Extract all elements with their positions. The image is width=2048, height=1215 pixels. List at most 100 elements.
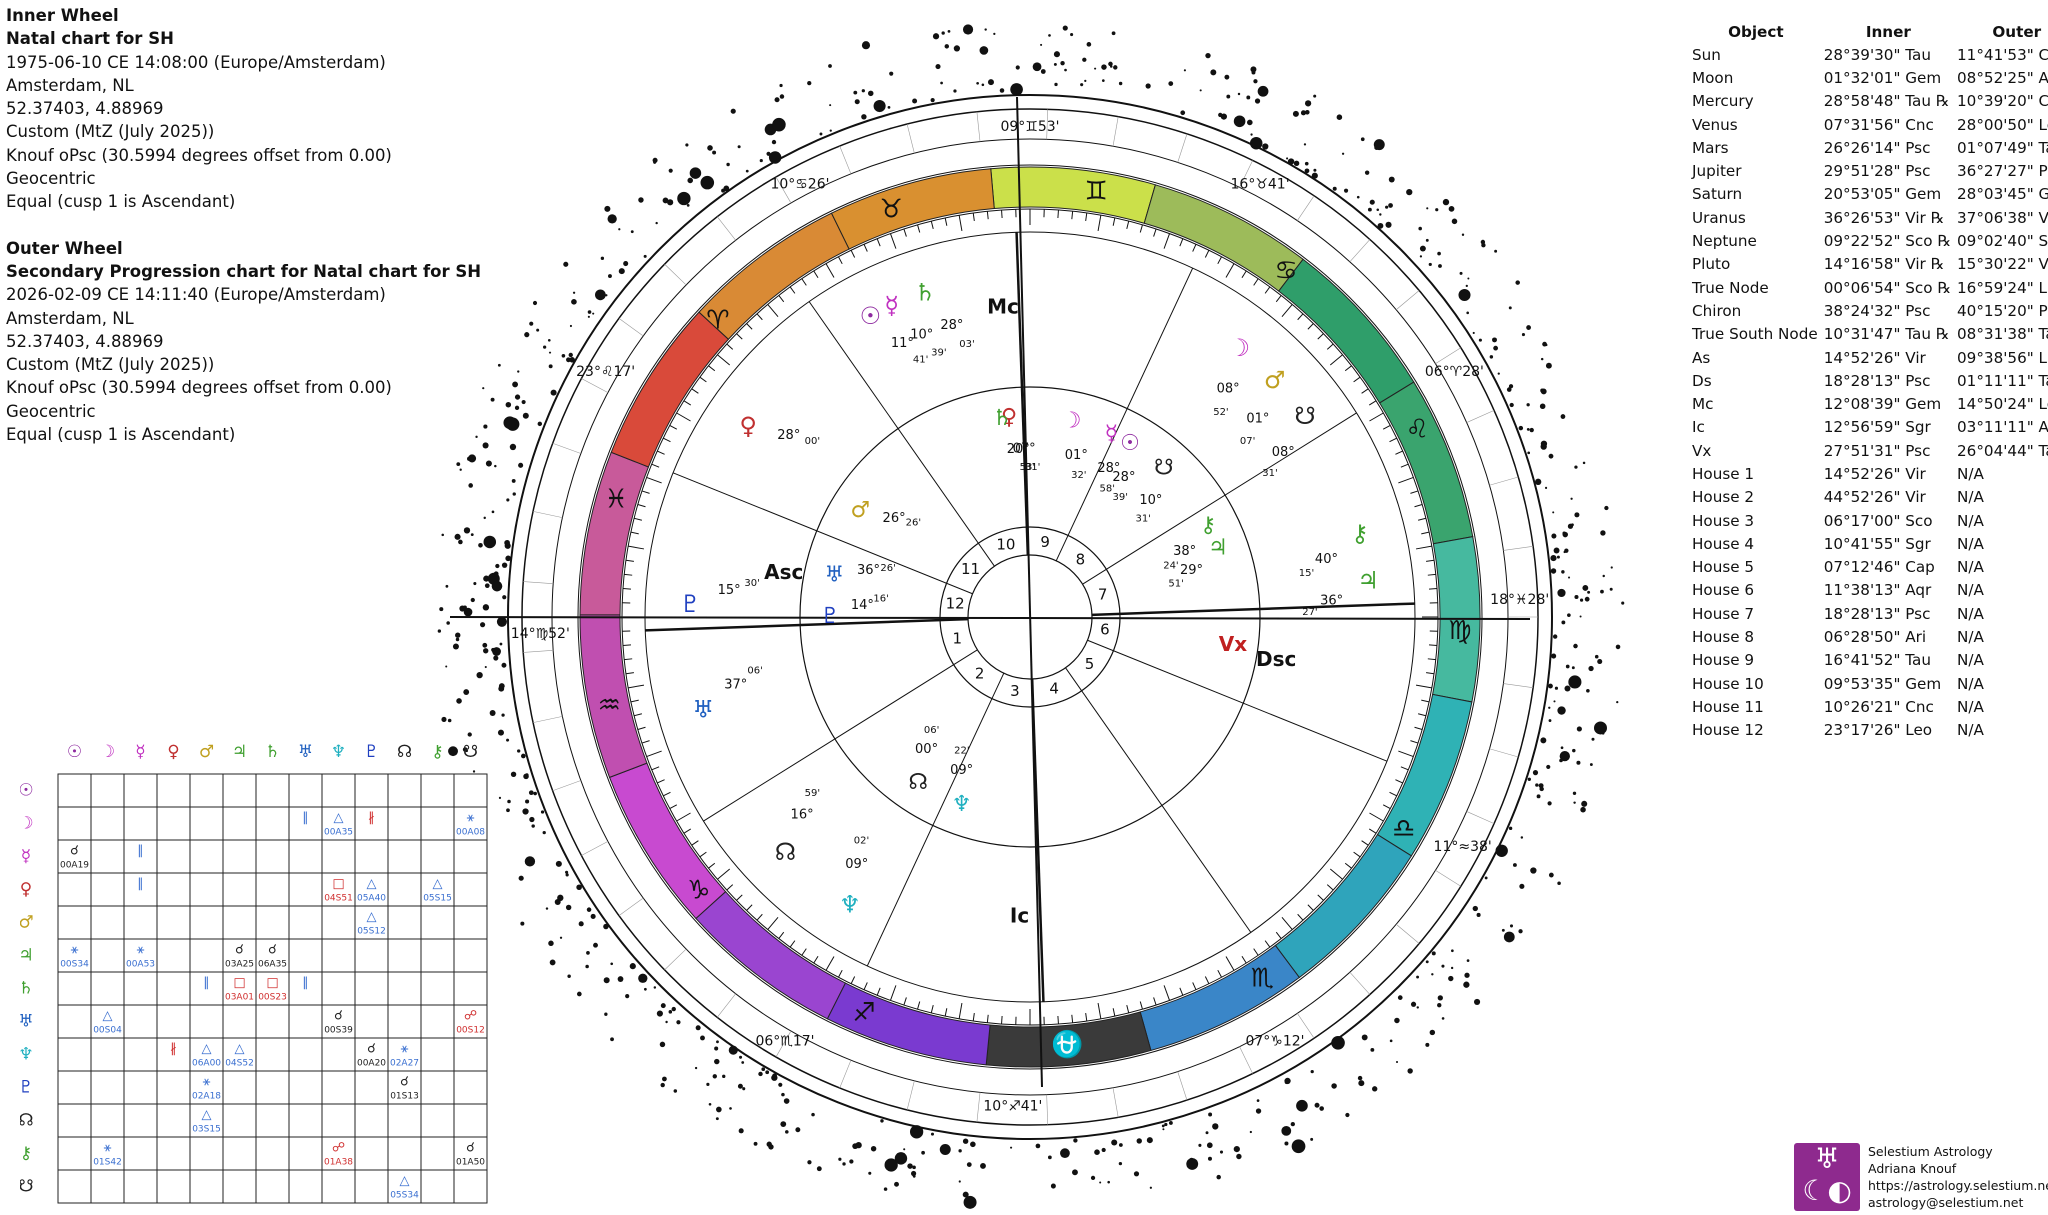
outer-planet-degree: 01° bbox=[1246, 411, 1269, 426]
star-dot bbox=[1542, 341, 1547, 347]
star-dot bbox=[1547, 801, 1552, 806]
house-number: 10 bbox=[996, 535, 1015, 553]
degree-tick bbox=[1368, 828, 1377, 834]
star-dot bbox=[1428, 262, 1432, 267]
outer-planet-glyph: ♅ bbox=[692, 696, 714, 724]
outer-planet-degree: 36° bbox=[1320, 594, 1343, 609]
star-dot bbox=[687, 177, 693, 184]
star-dot bbox=[585, 964, 589, 969]
degree-tick bbox=[1398, 750, 1414, 758]
aspect-cell bbox=[189, 773, 224, 808]
star-dot bbox=[1419, 245, 1426, 252]
star-dot bbox=[1526, 403, 1530, 407]
outer-planet-glyph: ☽ bbox=[1229, 334, 1251, 362]
star-dot bbox=[1364, 170, 1370, 175]
star-dot bbox=[1310, 1070, 1314, 1074]
degree-tick bbox=[1421, 699, 1430, 703]
degree-tick bbox=[708, 862, 716, 869]
star-dot bbox=[1233, 115, 1246, 128]
aspect-cell bbox=[321, 773, 356, 808]
star-dot bbox=[1548, 719, 1552, 722]
aspect-cell bbox=[189, 1169, 224, 1204]
table-row: Neptune 09°22'52" Sco ℞ 09°02'40" Sco bbox=[1690, 229, 2048, 252]
outer-cusp-label: 07°♑12' bbox=[1245, 1033, 1304, 1049]
star-dot bbox=[542, 831, 546, 835]
aspect-cell bbox=[156, 1070, 191, 1105]
aspect-cell bbox=[123, 773, 158, 808]
inner-planet-minute: 16' bbox=[873, 594, 888, 605]
inner-position: 26°26'14" Psc bbox=[1823, 138, 1931, 157]
star-dot bbox=[883, 1187, 888, 1191]
star-dot bbox=[1250, 133, 1253, 136]
star-dot bbox=[498, 683, 505, 689]
aspect-cell bbox=[453, 1103, 488, 1138]
object-name: House 5 bbox=[1692, 558, 1755, 577]
star-dot bbox=[829, 129, 832, 132]
star-dot bbox=[572, 291, 576, 294]
brand-url[interactable]: https://astrology.selestium.net bbox=[1868, 1178, 2048, 1193]
angle-label: Mc bbox=[987, 295, 1019, 319]
star-dot bbox=[1609, 587, 1613, 591]
star-dot bbox=[638, 197, 644, 203]
star-dot bbox=[1336, 114, 1343, 120]
star-dot bbox=[766, 151, 771, 156]
degree-tick bbox=[1428, 644, 1438, 646]
star-dot bbox=[456, 462, 461, 467]
star-dot bbox=[1373, 139, 1385, 151]
star-dot bbox=[507, 799, 511, 804]
outer-place: Amsterdam, NL bbox=[6, 308, 134, 328]
star-dot bbox=[1314, 1102, 1320, 1108]
star-dot bbox=[1610, 566, 1613, 569]
table-row: Pluto 14°16'58" Vir ℞ 15°30'22" Vir bbox=[1690, 253, 2048, 276]
star-dot bbox=[1311, 172, 1318, 179]
star-dot bbox=[565, 873, 569, 877]
star-dot bbox=[623, 261, 629, 267]
degree-tick bbox=[789, 940, 796, 948]
star-dot bbox=[1539, 403, 1546, 410]
inner-position: 14°52'26" Vir bbox=[1823, 348, 1926, 367]
inner-position: 09°53'35" Gem bbox=[1823, 674, 1942, 693]
house-number: 11 bbox=[961, 560, 980, 578]
aspect-symbol: ☌ bbox=[268, 943, 277, 958]
star-dot bbox=[1101, 64, 1107, 70]
aspect-cell bbox=[123, 839, 158, 874]
aspect-cell bbox=[123, 1103, 158, 1138]
outer-position: 40°15'20" Psc bbox=[1957, 301, 2048, 320]
star-dot bbox=[1520, 836, 1524, 839]
aspect-orb-label: 00S23 bbox=[258, 993, 287, 1003]
star-dot bbox=[441, 716, 447, 723]
star-dot bbox=[962, 24, 974, 35]
brand-email[interactable]: astrology@selestium.net bbox=[1868, 1195, 2024, 1210]
degree-tick bbox=[625, 559, 634, 562]
object-name: Pluto bbox=[1692, 255, 1731, 274]
house-cusp-line bbox=[1087, 639, 1388, 762]
aspect-cell bbox=[321, 1169, 356, 1204]
inner-position: 18°28'13" Psc bbox=[1823, 604, 1931, 623]
star-dot bbox=[586, 951, 590, 955]
degree-tick bbox=[1179, 238, 1184, 247]
inner-zodiac: Custom (MtZ (July 2025)) bbox=[6, 122, 215, 142]
degree-tick bbox=[917, 224, 921, 233]
inner-planet-degree: 28° bbox=[1097, 461, 1120, 476]
aspect-orb-label: 05S15 bbox=[423, 894, 452, 904]
outer-position: 16°59'24" Lib bbox=[1957, 278, 2048, 297]
star-dot bbox=[1466, 959, 1470, 962]
outer-position: 09°38'56" Lib bbox=[1957, 348, 2048, 367]
star-dot bbox=[1168, 1121, 1173, 1125]
star-dot bbox=[1372, 1086, 1378, 1092]
inner-position: 14°52'26" Vir bbox=[1823, 464, 1926, 483]
star-dot bbox=[1473, 998, 1481, 1006]
inner-position: 29°51'28" Psc bbox=[1823, 162, 1931, 181]
house-cusp-line bbox=[1091, 602, 1415, 617]
star-dot bbox=[849, 1159, 854, 1164]
star-dot bbox=[1526, 325, 1531, 330]
star-dot bbox=[484, 665, 487, 669]
star-dot bbox=[1040, 69, 1046, 74]
star-dot bbox=[714, 1046, 719, 1051]
star-dot bbox=[1418, 226, 1422, 231]
star-dot bbox=[463, 689, 470, 695]
star-dot bbox=[604, 205, 611, 212]
degree-tick bbox=[972, 1013, 975, 1022]
degree-tick bbox=[1361, 840, 1369, 846]
star-dot bbox=[706, 1082, 710, 1086]
